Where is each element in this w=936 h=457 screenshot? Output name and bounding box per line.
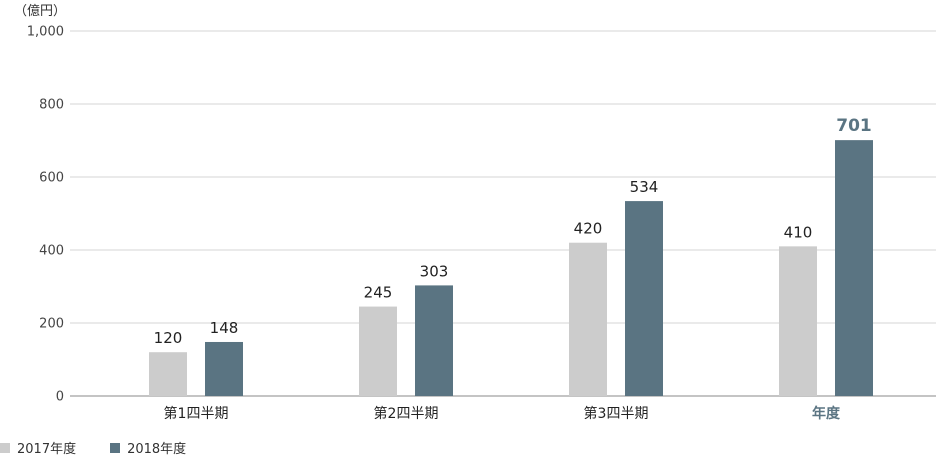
legend-swatch-2017 [0,442,10,453]
bar-2018年度-年度 [835,140,873,396]
legend-swatch-2018 [110,442,121,453]
x-tick-label: 年度 [812,405,841,422]
bar-2017年度-第1四半期 [149,352,187,396]
y-tick-label: 200 [39,317,64,332]
data-label: 420 [574,220,603,238]
x-axis-ticks: 第1四半期 第2四半期 第3四半期 年度 [164,405,841,422]
x-tick-label: 第1四半期 [164,405,229,422]
data-label: 410 [784,223,813,241]
y-tick-label: 400 [39,244,64,259]
y-tick-label: 1,000 [27,25,64,40]
data-labels: 120 245 420 410 148 303 534 701 [154,116,872,347]
data-label: 245 [364,284,393,302]
bar-2018年度-第2四半期 [415,285,453,396]
bar-2017年度-第2四半期 [359,306,397,396]
x-tick-label: 第3四半期 [584,405,649,422]
bar-2017年度-第3四半期 [569,242,607,396]
data-label: 534 [630,178,659,196]
data-label: 148 [210,319,239,337]
y-tick-label: 600 [39,171,64,186]
y-axis-unit-label: （億円） [14,4,67,19]
y-axis-ticks: 0 200 400 600 800 1,000 [27,25,64,405]
bars [149,140,873,396]
data-label: 120 [154,329,183,347]
legend: 2017年度 2018年度 [0,438,220,457]
legend-label-2018: 2018年度 [127,442,187,457]
legend-item-2017: 2017年度 [0,438,76,457]
data-label: 701 [836,116,872,136]
legend-item-2018: 2018年度 [110,438,186,457]
x-tick-label: 第2四半期 [374,405,439,422]
bar-2018年度-第3四半期 [625,201,663,396]
bar-2017年度-年度 [779,246,817,396]
y-tick-label: 800 [39,98,64,113]
data-label: 303 [420,262,449,280]
y-tick-label: 0 [56,390,64,405]
bar-2018年度-第1四半期 [205,341,243,396]
legend-label-2017: 2017年度 [17,442,77,457]
